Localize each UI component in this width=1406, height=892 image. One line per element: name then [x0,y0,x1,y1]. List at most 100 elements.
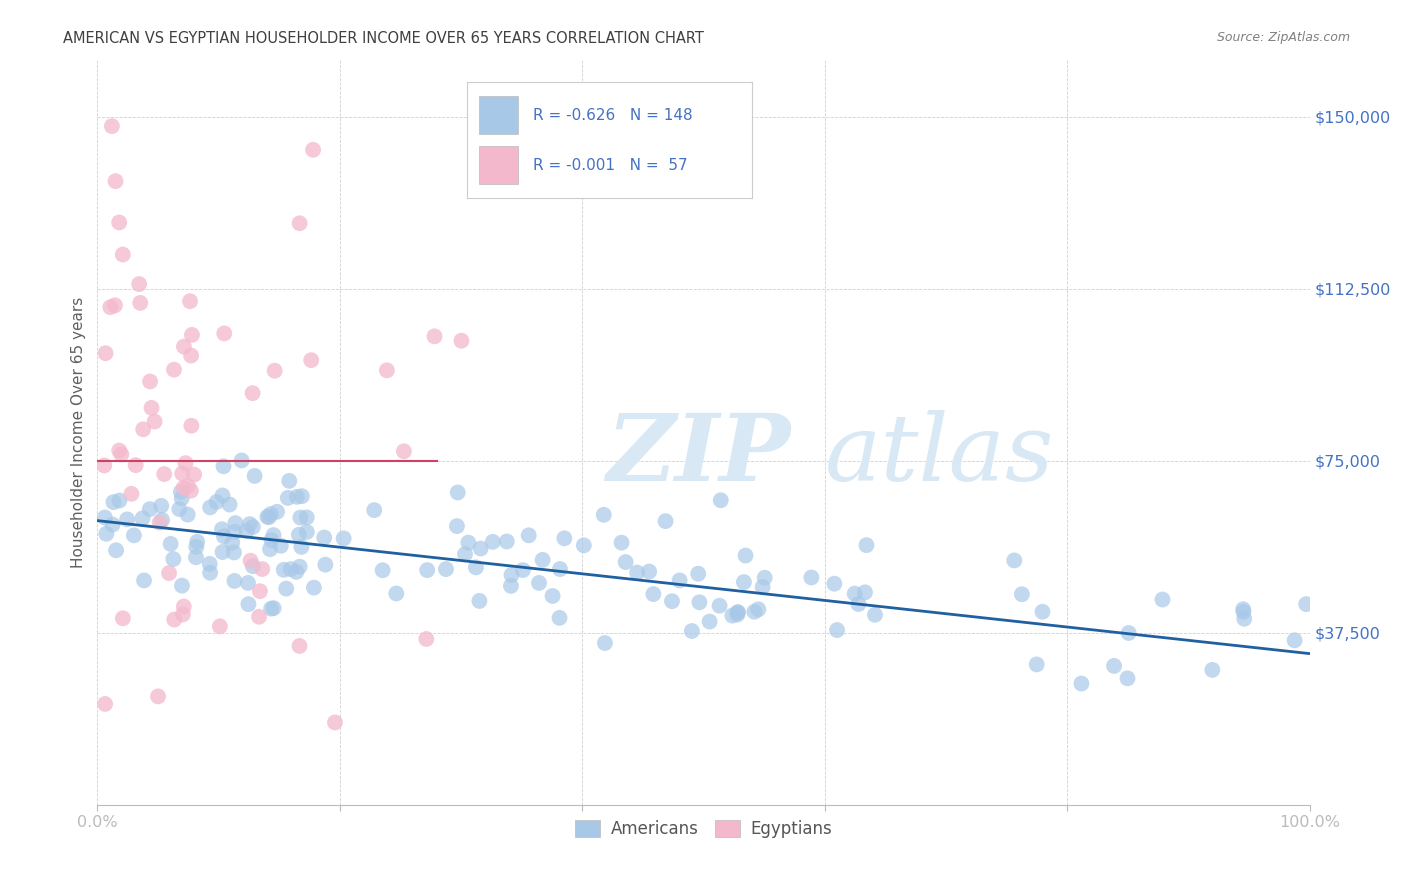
Point [299,353,322,368]
Point [553,532,575,546]
Point [699,615,721,629]
Point [593,636,616,650]
Point [93,458,115,473]
Point [108,443,131,458]
Point [1116,671,1139,685]
Point [592,508,614,522]
Point [709,599,731,613]
Point [172,607,194,622]
Point [288,639,311,653]
Point [132,574,155,588]
Point [290,540,312,554]
Point [242,386,264,401]
Point [363,503,385,517]
Point [681,624,703,638]
Point [259,542,281,557]
Point [181,327,204,342]
Point [385,586,408,600]
Point [177,479,200,493]
Point [131,511,153,525]
Point [179,294,201,309]
Point [115,512,138,526]
Point [122,528,145,542]
Point [848,597,870,611]
Point [242,559,264,574]
Point [170,485,193,500]
Point [132,422,155,436]
Text: atlas: atlas [825,409,1054,500]
Point [1201,663,1223,677]
Point [416,563,439,577]
Point [172,467,194,481]
Point [1070,676,1092,690]
Point [222,545,245,559]
Point [146,690,169,704]
Point [747,602,769,616]
Point [1232,605,1254,619]
Point [101,517,124,532]
Point [527,576,550,591]
Point [128,277,150,291]
Point [183,467,205,482]
Point [1102,659,1125,673]
Point [470,541,492,556]
Point [96,526,118,541]
Point [141,401,163,415]
Point [1233,612,1256,626]
Point [754,571,776,585]
Point [710,493,733,508]
Point [332,532,354,546]
Legend: Americans, Egyptians: Americans, Egyptians [569,814,838,845]
Point [481,534,503,549]
Point [464,560,486,574]
Point [654,514,676,528]
Point [153,467,176,481]
Point [626,566,648,580]
Text: ZIP: ZIP [606,409,790,500]
Point [243,469,266,483]
Point [198,500,221,515]
Point [94,697,117,711]
Point [143,415,166,429]
Point [149,516,172,530]
Point [495,534,517,549]
Point [277,491,299,505]
Point [825,623,848,637]
Point [103,495,125,509]
Point [800,570,823,584]
Point [643,587,665,601]
Point [98,300,121,314]
Point [108,215,131,229]
Point [110,447,132,461]
Point [180,418,202,433]
Point [198,566,221,580]
Point [314,558,336,572]
Point [727,606,749,620]
Point [1232,602,1254,616]
Point [415,632,437,646]
Point [163,362,186,376]
Point [375,363,398,377]
Point [170,579,193,593]
Point [457,535,479,549]
Point [256,509,278,524]
Point [242,520,264,534]
Point [744,605,766,619]
Point [104,298,127,312]
Point [468,594,491,608]
Point [1284,633,1306,648]
Point [263,364,285,378]
Point [447,485,470,500]
Point [853,585,876,599]
Point [224,574,246,588]
Point [159,537,181,551]
Point [224,516,246,530]
Point [266,505,288,519]
Point [212,459,235,474]
Point [211,522,233,536]
Point [454,547,477,561]
Point [751,580,773,594]
Point [668,574,690,588]
Point [218,498,240,512]
Point [610,535,633,549]
